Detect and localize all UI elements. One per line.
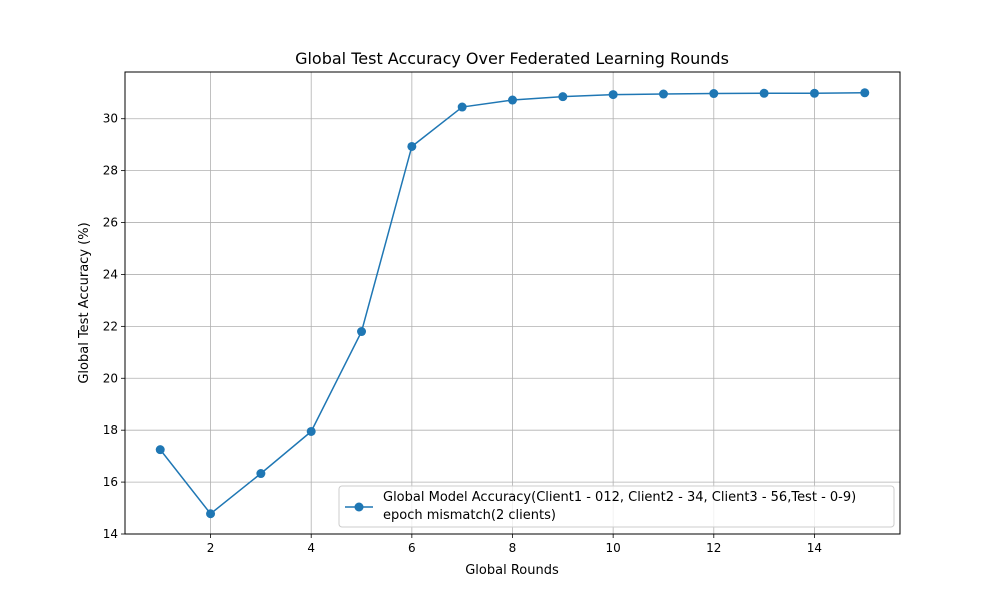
x-tick-label: 14 [807, 541, 822, 555]
legend-marker-swatch [354, 502, 364, 512]
data-point-marker [608, 90, 618, 100]
y-axis-label: Global Test Accuracy (%) [77, 222, 92, 383]
y-tick-label: 22 [103, 319, 118, 333]
y-tick-label: 14 [103, 527, 118, 541]
y-tick-label: 28 [103, 164, 118, 178]
y-tick-label: 30 [103, 112, 118, 126]
data-point-marker [658, 89, 668, 99]
x-tick-label: 12 [706, 541, 721, 555]
x-tick-label: 8 [509, 541, 517, 555]
data-point-marker [457, 102, 467, 112]
data-point-marker [709, 89, 719, 99]
data-point-marker [407, 141, 417, 151]
legend-box [338, 485, 895, 528]
data-point-marker [809, 88, 819, 98]
x-tick-label: 2 [207, 541, 215, 555]
data-point-marker [206, 509, 216, 519]
legend-label-line-1: Global Model Accuracy(Client1 - 012, Cli… [383, 490, 856, 505]
chart-title: Global Test Accuracy Over Federated Lear… [295, 49, 729, 68]
y-tick-label: 16 [103, 475, 118, 489]
data-point-marker [256, 469, 266, 479]
y-tick-label: 20 [103, 371, 118, 385]
y-tick-label: 26 [103, 216, 118, 230]
series-layer [155, 88, 870, 519]
data-point-marker [357, 327, 367, 337]
y-tick-label: 24 [103, 267, 118, 281]
data-point-marker [558, 92, 568, 102]
data-point-marker [759, 88, 769, 98]
data-point-marker [508, 95, 517, 105]
x-axis-label: Global Rounds [465, 563, 559, 578]
legend-label-line-2: epoch mismatch(2 clients) [383, 508, 556, 523]
x-tick-label: 6 [408, 541, 416, 555]
data-point-marker [155, 445, 165, 455]
x-tick-label: 4 [307, 541, 315, 555]
y-tick-label: 18 [103, 423, 118, 437]
data-point-marker [306, 426, 316, 436]
data-point-marker [860, 88, 870, 98]
legend: Global Model Accuracy(Client1 - 012, Cli… [338, 485, 895, 528]
x-tick-label: 10 [606, 541, 621, 555]
